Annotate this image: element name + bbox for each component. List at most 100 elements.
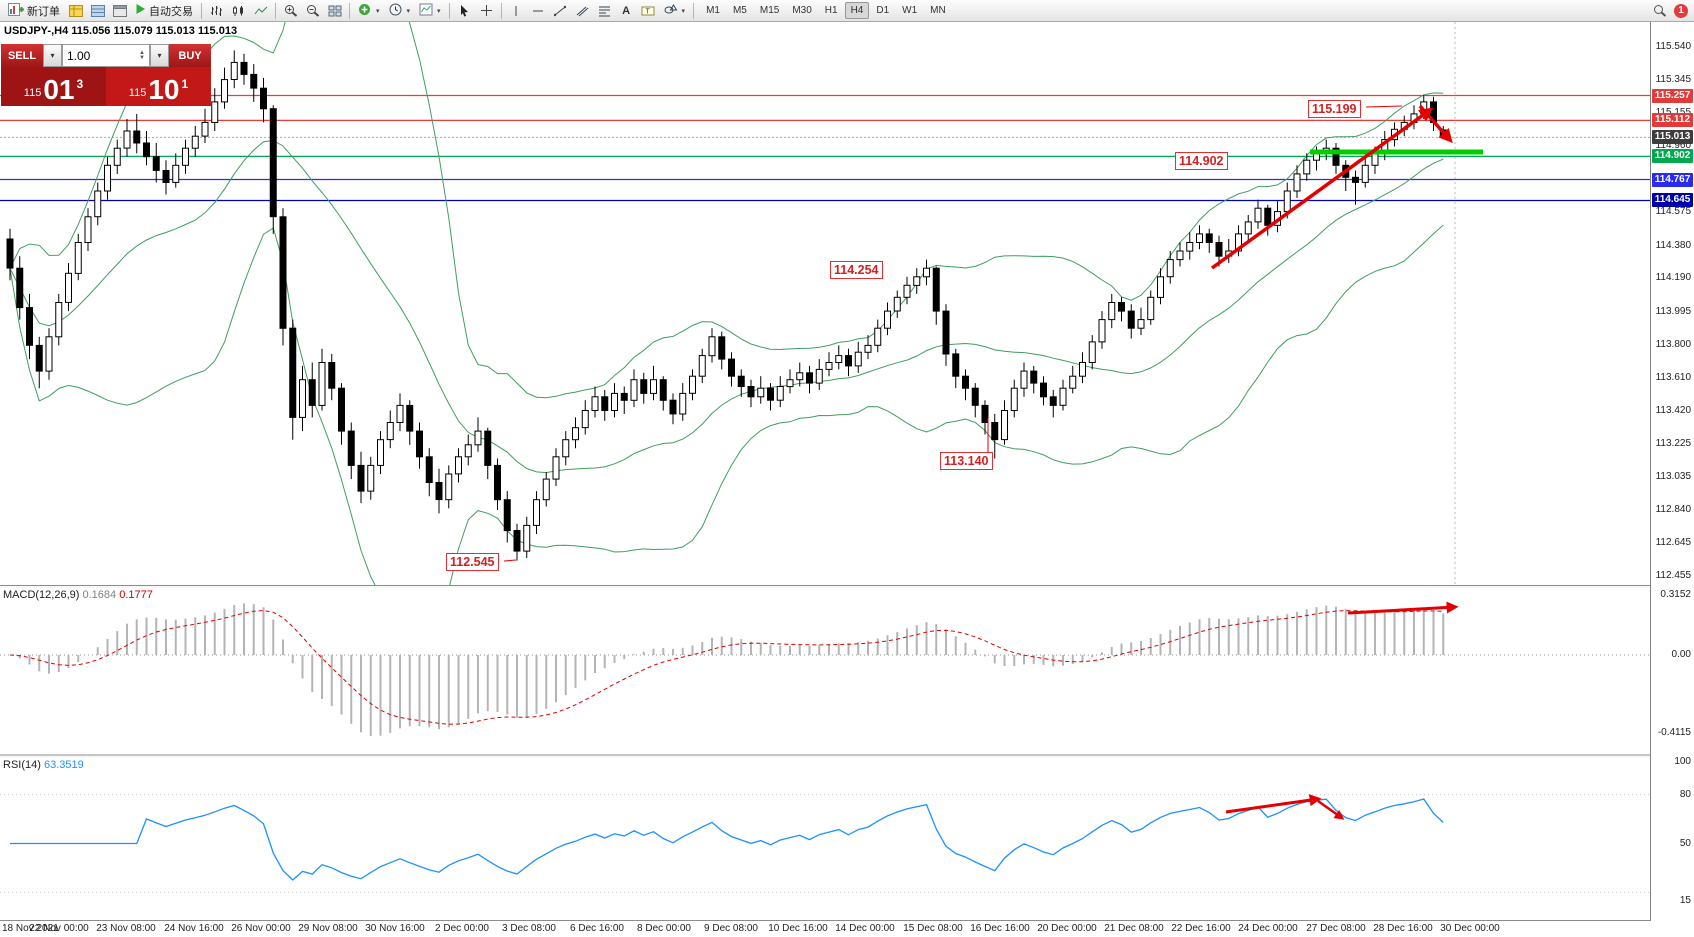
timeframe-M15[interactable]: M15 [759, 5, 780, 16]
time-label: 6 Dec 16:00 [570, 923, 624, 934]
buy-price[interactable]: 115 10 1 [106, 67, 211, 106]
candlestick-chart-icon[interactable] [228, 1, 249, 20]
price-tick: 113.420 [1655, 404, 1691, 416]
zoom-in-icon[interactable] [280, 1, 301, 20]
sell-price[interactable]: 115 01 3 [1, 67, 106, 106]
time-label: 15 Dec 08:00 [903, 923, 963, 934]
price-tick: 115.155 [1656, 107, 1691, 118]
price-badge: 115.257 [1652, 88, 1693, 103]
auto-trading-icon [135, 3, 146, 18]
horizontal-line-icon[interactable] [528, 1, 549, 20]
chevron-down-icon: ▾ [406, 7, 411, 15]
volume-input[interactable]: 1.00 ▲ ▼ [62, 44, 150, 67]
timeframe-M30[interactable]: M30 [792, 5, 812, 16]
sell-button[interactable]: SELL [1, 44, 43, 67]
indicators-icon [358, 3, 372, 19]
volume-spinner[interactable]: ▲ ▼ [139, 49, 145, 61]
price-tick: 114.380 [1655, 239, 1691, 251]
chart-title: USDJPY-,H4 115.056 115.079 115.013 115.0… [4, 25, 237, 37]
price-tick: 112.840 [1655, 503, 1691, 515]
channel-icon[interactable] [572, 1, 593, 20]
timeframe-D1[interactable]: D1 [876, 5, 890, 16]
auto-trading-button[interactable]: 自动交易 [131, 1, 197, 20]
volume-dropdown[interactable]: ▾ [150, 44, 169, 67]
time-label: 28 Dec 16:00 [1373, 923, 1433, 934]
notification-badge[interactable]: 1 [1674, 3, 1688, 18]
price-annotation[interactable]: 112.545 [446, 553, 499, 571]
chevron-down-icon: ▾ [437, 7, 441, 15]
time-label: 27 Dec 08:00 [1306, 923, 1366, 934]
terminal-icon[interactable] [109, 1, 130, 20]
macd-scale-label: 0.3152 [1660, 589, 1691, 601]
bar-chart-icon[interactable] [206, 1, 227, 20]
timeframe-MN[interactable]: MN [930, 5, 946, 16]
chevron-down-icon: ▾ [681, 7, 686, 15]
price-badge: 115.112 [1652, 113, 1693, 128]
trendline-icon[interactable] [550, 1, 571, 20]
price-tick: 113.225 [1655, 437, 1691, 449]
time-label: 20 Dec 00:00 [1037, 923, 1097, 934]
macd-label: MACD(12,26,9) 0.1684 0.1777 [3, 589, 153, 601]
time-label: 18 Nov 2021 [2, 923, 59, 934]
indicators-button[interactable]: ▾ [354, 1, 384, 20]
price-tick: 114.190 [1655, 272, 1691, 284]
shapes-icon [664, 3, 678, 18]
macd-scale-label: -0.4115 [1657, 727, 1691, 739]
time-label: 10 Dec 16:00 [768, 923, 828, 934]
new-order-button[interactable]: 新订单 [4, 1, 64, 20]
search-icon[interactable] [1649, 1, 1670, 20]
buy-button[interactable]: BUY [169, 44, 211, 67]
zoom-out-icon[interactable] [302, 1, 323, 20]
time-label: 22 Nov 00:00 [29, 923, 89, 934]
price-annotation[interactable]: 115.199 [1308, 100, 1361, 118]
shapes-button[interactable]: ▾ [660, 1, 690, 20]
tile-windows-icon[interactable] [324, 1, 345, 20]
timeframe-M1[interactable]: M1 [706, 5, 720, 16]
price-badge: 114.645 [1652, 193, 1693, 208]
price-annotation[interactable]: 114.254 [830, 261, 883, 279]
price-tick: 115.345 [1655, 74, 1691, 86]
time-label: 24 Nov 16:00 [164, 923, 224, 934]
time-label: 30 Dec 00:00 [1440, 923, 1500, 934]
sell-dropdown[interactable]: ▾ [43, 44, 62, 67]
time-label: 8 Dec 00:00 [637, 923, 691, 934]
time-label: 23 Nov 08:00 [96, 923, 156, 934]
text-label-icon[interactable]: T [638, 1, 659, 20]
timeframe-H4[interactable]: H4 [844, 2, 870, 19]
price-tick: 115.540 [1655, 41, 1691, 52]
cursor-icon[interactable] [454, 1, 475, 20]
trade-panel: SELL ▾ 1.00 ▲ ▼ ▾ BUY 115 01 3 115 10 1 [1, 44, 211, 106]
ohlc-values: 115.056 115.079 115.013 115.013 [71, 25, 238, 37]
toolbar-separator [275, 2, 276, 19]
templates-button[interactable]: ▾ [415, 1, 445, 20]
time-label: 16 Dec 16:00 [970, 923, 1030, 934]
price-badge: 115.013 [1652, 130, 1693, 145]
time-axis[interactable]: 18 Nov 2021 22 Nov 00:00 23 Nov 08:00 24 No… [0, 921, 1694, 937]
price-tick: 112.645 [1655, 537, 1691, 549]
toolbar-separator [349, 2, 350, 19]
toolbar-separator [448, 2, 450, 19]
clock-icon [389, 3, 403, 19]
toolbar-separator [500, 2, 502, 19]
rsi-scale-label: 100 [1674, 756, 1691, 767]
fibonacci-icon[interactable] [594, 1, 615, 20]
periods-button[interactable]: ▾ [385, 1, 415, 20]
market-watch-icon[interactable] [65, 1, 86, 20]
price-tick: 112.455 [1655, 569, 1691, 581]
timeframe-M5[interactable]: M5 [732, 5, 747, 16]
timeframe-W1[interactable]: W1 [902, 5, 918, 16]
time-label: 26 Nov 00:00 [231, 923, 291, 934]
price-annotation[interactable]: 114.902 [1175, 152, 1228, 170]
crosshair-icon[interactable] [476, 1, 497, 20]
vertical-line-icon[interactable] [506, 1, 527, 20]
svg-text:T: T [646, 8, 651, 15]
price-scale[interactable]: 115.540 115.345 115.155 114.960 114.575 114.3… [1650, 22, 1694, 921]
text-icon[interactable]: A [622, 4, 631, 17]
data-window-icon[interactable] [87, 1, 108, 20]
timeframe-H1[interactable]: H1 [824, 5, 838, 16]
price-badge: 114.767 [1652, 172, 1693, 187]
rsi-scale-label: 50 [1679, 837, 1691, 849]
line-chart-icon[interactable] [250, 1, 271, 20]
price-annotation[interactable]: 113.140 [940, 452, 993, 470]
